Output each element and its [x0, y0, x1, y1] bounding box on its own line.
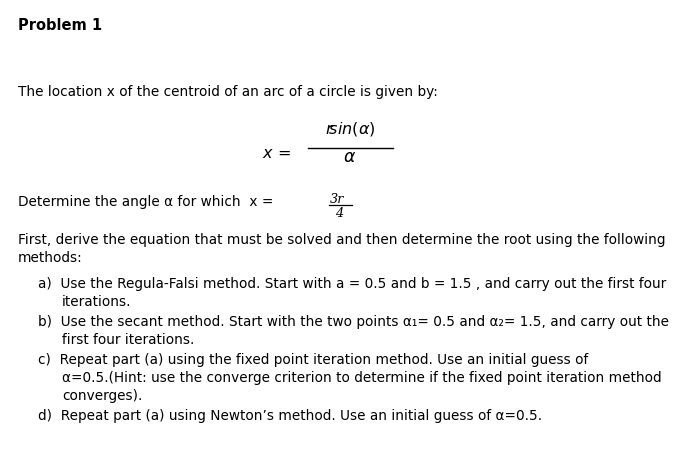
Text: iterations.: iterations. [62, 295, 132, 309]
Text: 3r: 3r [330, 193, 344, 206]
Text: $\mathit{r}\!sin(\alpha)$: $\mathit{r}\!sin(\alpha)$ [325, 120, 375, 138]
Text: methods:: methods: [18, 251, 83, 265]
Text: 4: 4 [335, 207, 343, 220]
Text: Determine the angle α for which  x =: Determine the angle α for which x = [18, 195, 274, 209]
Text: b)  Use the secant method. Start with the two points α₁= 0.5 and α₂= 1.5, and ca: b) Use the secant method. Start with the… [38, 315, 669, 329]
Text: c)  Repeat part (a) using the fixed point iteration method. Use an initial guess: c) Repeat part (a) using the fixed point… [38, 353, 588, 367]
Text: a)  Use the Regula-Falsi method. Start with a = 0.5 and b = 1.5 , and carry out : a) Use the Regula-Falsi method. Start wi… [38, 277, 666, 291]
Text: α=0.5.(Hint: use the converge criterion to determine if the fixed point iteratio: α=0.5.(Hint: use the converge criterion … [62, 371, 661, 385]
Text: The location x of the centroid of an arc of a circle is given by:: The location x of the centroid of an arc… [18, 85, 438, 99]
Text: $x\,=$: $x\,=$ [262, 145, 292, 162]
Text: First, derive the equation that must be solved and then determine the root using: First, derive the equation that must be … [18, 233, 666, 247]
Text: d)  Repeat part (a) using Newton’s method. Use an initial guess of α=0.5.: d) Repeat part (a) using Newton’s method… [38, 409, 542, 423]
Text: $\alpha$: $\alpha$ [344, 149, 356, 166]
Text: Problem 1: Problem 1 [18, 18, 102, 33]
Text: first four iterations.: first four iterations. [62, 333, 195, 347]
Text: converges).: converges). [62, 389, 142, 403]
